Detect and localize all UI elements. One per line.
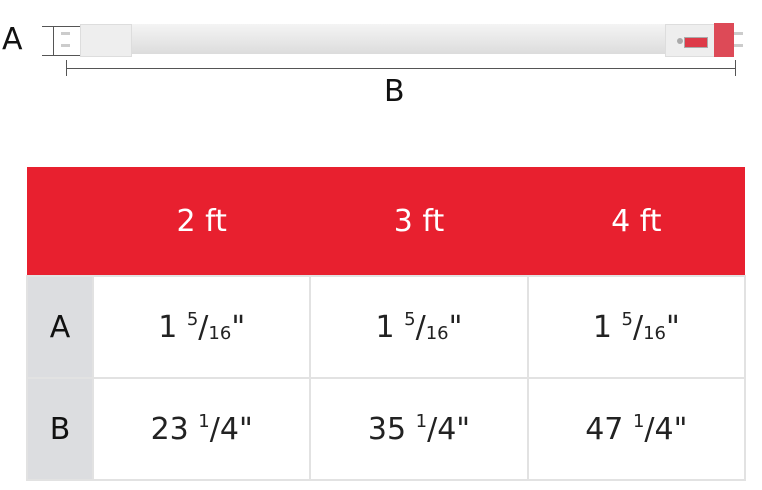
dimension-b-tick-right (735, 60, 736, 76)
value-cell: 47 1/4" (526, 377, 747, 481)
value-cell: 1 5/16" (309, 275, 529, 379)
table-header-row: 2 ft 3 ft 4 ft (27, 167, 745, 276)
dimension-a-tick-bottom (42, 55, 80, 56)
value-cell: 35 1/4" (309, 377, 529, 481)
header-cell: 4 ft (527, 167, 745, 276)
tube-pin (734, 32, 743, 35)
dimensions-table: 2 ft 3 ft 4 ft A 1 5/16" 1 5/16" 1 5/16"… (26, 167, 747, 481)
header-cell: 3 ft (310, 167, 528, 276)
header-cell: 2 ft (93, 167, 311, 276)
dimension-a-line (53, 26, 54, 55)
dimension-b-line (66, 68, 736, 69)
row-label: A (26, 275, 94, 379)
tube-pin (61, 32, 70, 35)
value-cell: 1 5/16" (526, 275, 747, 379)
tube-red-cap (714, 23, 734, 57)
tube-indicator-dot (677, 38, 683, 44)
row-label: B (26, 377, 94, 481)
value-cell: 1 5/16" (91, 275, 312, 379)
tube-body (80, 24, 728, 54)
tube-pin (734, 44, 743, 47)
dimension-a-label: A (2, 22, 23, 57)
value-cell: 23 1/4" (91, 377, 312, 481)
table-row: B 23 1/4" 35 1/4" 47 1/4" (26, 377, 747, 481)
dimension-a-tick-top (42, 26, 80, 27)
tube-endcap-left (80, 24, 132, 57)
header-cell (27, 167, 93, 276)
tube-pin (61, 44, 70, 47)
dimension-b-tick-left (66, 60, 67, 76)
table-row: A 1 5/16" 1 5/16" 1 5/16" (26, 275, 747, 379)
dimension-b-label: B (384, 74, 405, 109)
led-tube-illustration (0, 0, 762, 60)
tube-switch (684, 37, 708, 48)
